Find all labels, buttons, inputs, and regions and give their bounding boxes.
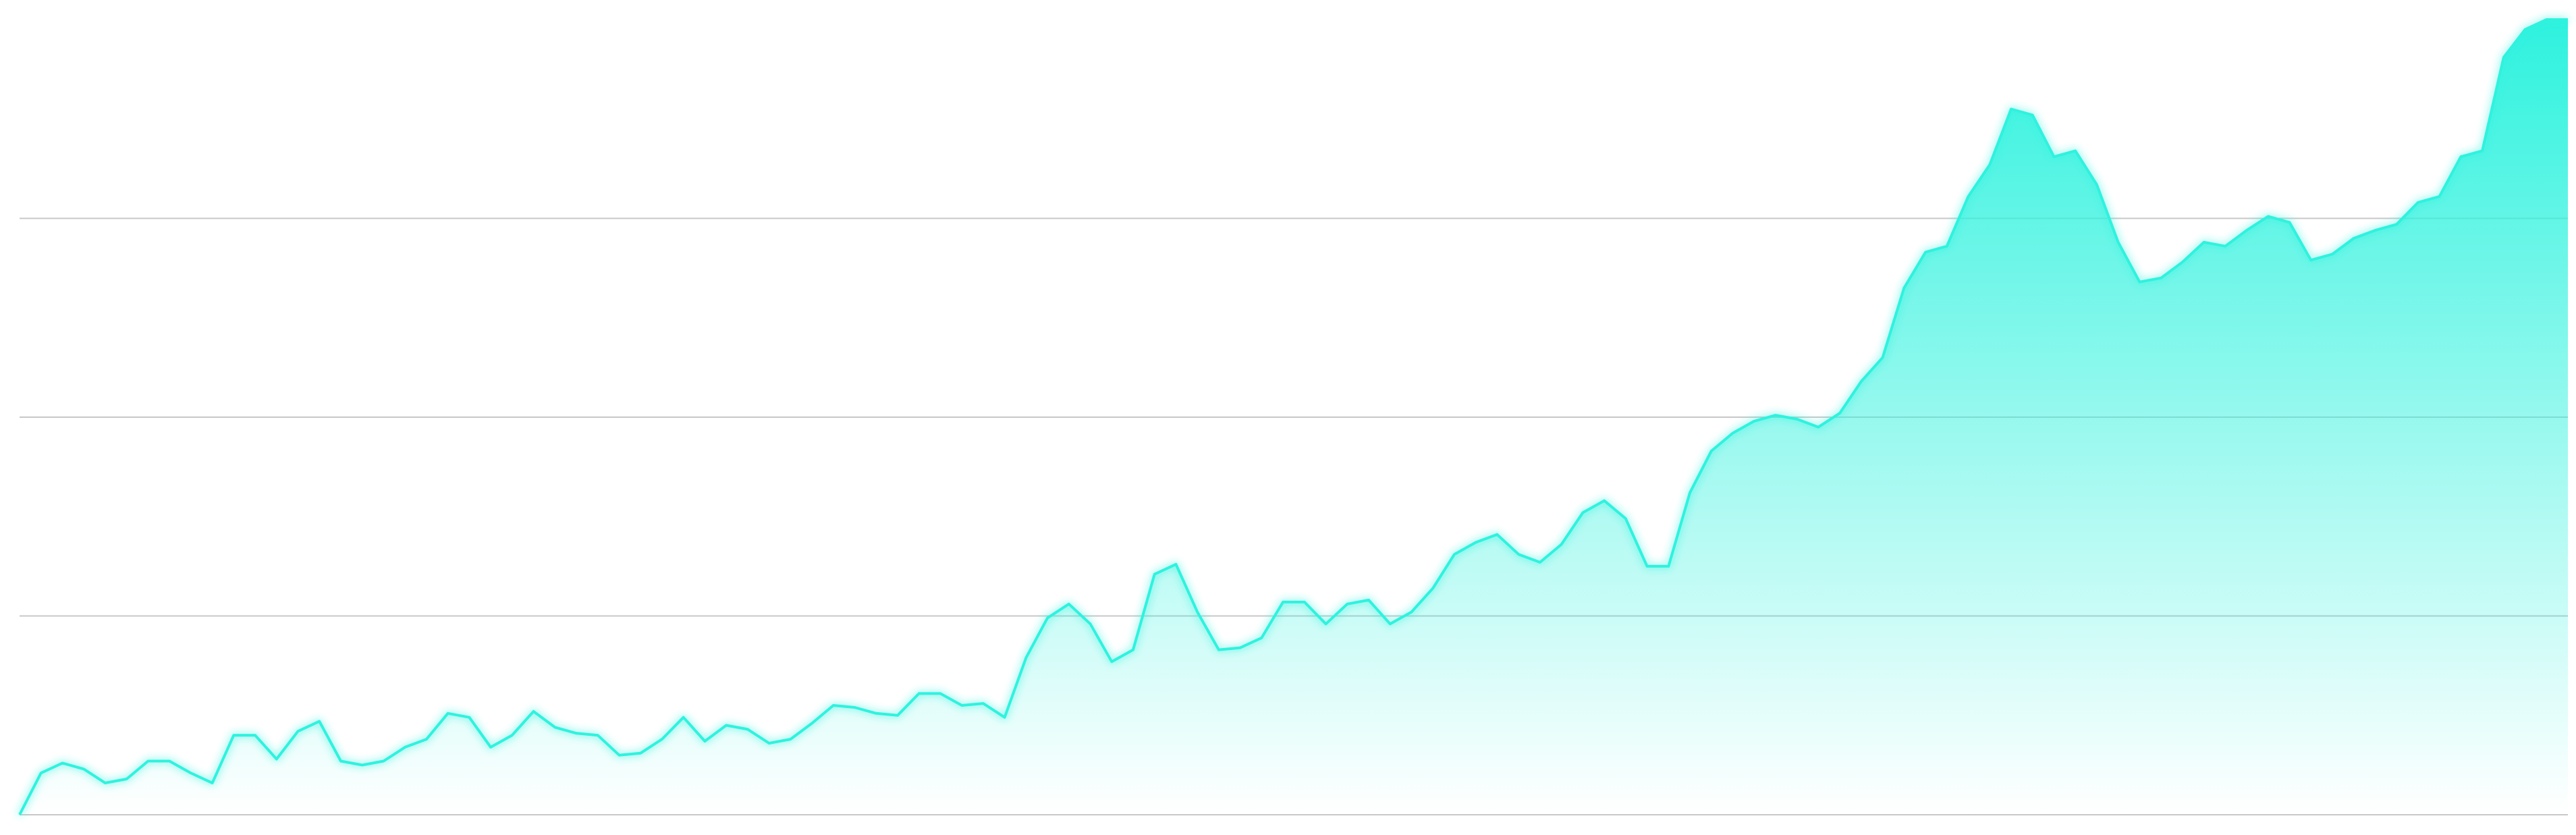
area-fill [20,20,2568,815]
area-line [18,18,2568,815]
